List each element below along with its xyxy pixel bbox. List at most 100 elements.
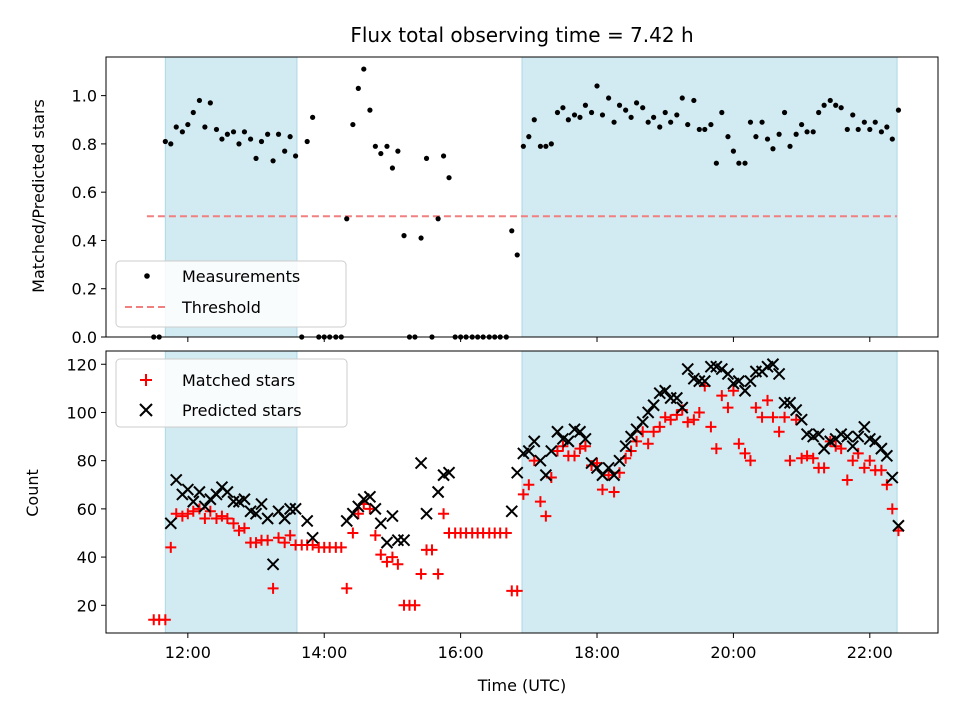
bottom-point-0-21 — [267, 582, 279, 594]
top-point-0-14 — [230, 129, 237, 135]
top-point-0-107 — [759, 119, 765, 125]
bottom-point-0-115 — [801, 450, 813, 462]
bottom-point-1-71 — [676, 401, 689, 414]
bottom-point-1-45 — [528, 435, 541, 448]
bottom-point-0-92 — [671, 409, 683, 421]
bottom-point-1-68 — [659, 384, 672, 397]
bottom-point-1-107 — [880, 449, 894, 463]
bottom-point-0-124 — [852, 447, 864, 459]
top-point-0-18 — [253, 155, 259, 161]
bottom-point-0-16 — [238, 522, 250, 534]
bottom-point-1-37 — [420, 507, 433, 520]
top-shaded-interval-1 — [521, 56, 898, 338]
top-point-0-9 — [202, 124, 208, 130]
bottom-point-0-65 — [517, 488, 529, 500]
bottom-point-0-23 — [279, 537, 291, 549]
bottom-point-1-3 — [181, 483, 195, 496]
bottom-point-0-12 — [216, 510, 228, 522]
bottom-point-1-49 — [551, 425, 564, 438]
top-point-0-72 — [560, 105, 566, 111]
top-point-0-67 — [531, 117, 537, 123]
bottom-point-1-18 — [266, 558, 280, 571]
bottom-legend: Matched stars Predicted stars — [115, 358, 348, 428]
top-point-0-6 — [185, 121, 191, 128]
top-point-0-70 — [548, 141, 554, 147]
top-point-0-28 — [310, 114, 316, 120]
top-point-0-13 — [224, 131, 230, 137]
bottom-point-0-33 — [335, 541, 347, 553]
top-point-0-20 — [265, 131, 271, 137]
top-legend-box — [115, 260, 347, 328]
top-point-0-89 — [657, 124, 663, 130]
bottom-point-0-110 — [773, 426, 785, 438]
bottom-point-0-104 — [739, 447, 751, 459]
bottom-point-1-62 — [624, 430, 638, 443]
bottom-point-1-64 — [636, 415, 649, 429]
bottom-y-tick-label-2: 60 — [77, 500, 97, 519]
top-point-0-75 — [577, 114, 583, 120]
top-point-0-120 — [833, 102, 839, 108]
bottom-axes-frame — [105, 350, 939, 634]
bottom-point-1-101 — [846, 439, 859, 453]
bottom-point-1-24 — [306, 531, 319, 545]
top-point-0-38 — [367, 107, 373, 113]
bottom-point-1-61 — [619, 439, 632, 453]
bottom-point-0-89 — [654, 421, 666, 433]
top-point-0-74 — [571, 112, 578, 118]
bottom-point-0-35 — [347, 527, 359, 539]
top-y-tick-label-1: 0.2 — [72, 280, 97, 299]
bottom-point-0-66 — [523, 479, 535, 491]
top-point-0-91 — [668, 119, 674, 125]
bottom-point-1-36 — [414, 456, 428, 470]
bottom-point-0-103 — [733, 438, 745, 450]
bottom-point-1-11 — [227, 495, 240, 508]
bottom-point-1-23 — [300, 514, 314, 528]
bottom-point-0-74 — [569, 450, 581, 462]
top-point-0-99 — [713, 160, 719, 166]
top-point-0-65 — [520, 143, 526, 149]
bottom-point-0-99 — [710, 443, 722, 455]
bottom-point-1-70 — [670, 391, 684, 405]
bottom-point-0-68 — [534, 496, 546, 508]
bottom-point-1-59 — [607, 468, 621, 482]
top-point-0-16 — [241, 129, 248, 135]
bottom-point-0-130 — [886, 503, 898, 515]
bottom-point-0-9 — [199, 513, 211, 525]
bottom-point-0-24 — [284, 529, 296, 541]
top-point-0-101 — [725, 134, 731, 140]
top-point-0-115 — [804, 129, 810, 135]
bottom-point-0-87 — [642, 438, 654, 450]
bottom-x-tick-label-5: 22:00 — [847, 643, 893, 662]
legend-matched-stars-marker — [140, 374, 152, 386]
top-point-0-24 — [287, 134, 293, 140]
bottom-point-1-89 — [778, 396, 791, 410]
top-point-0-50 — [435, 216, 441, 222]
bottom-point-0-75 — [574, 443, 586, 455]
top-point-0-90 — [662, 109, 668, 116]
bottom-point-1-1 — [170, 473, 183, 487]
bottom-point-1-108 — [886, 471, 899, 484]
top-point-0-80 — [606, 95, 612, 101]
bottom-point-1-82 — [738, 384, 752, 397]
bottom-point-0-46 — [409, 599, 421, 611]
bottom-point-0-107 — [756, 411, 768, 423]
top-point-0-121 — [838, 105, 844, 111]
bottom-point-0-14 — [228, 517, 240, 529]
top-point-0-12 — [219, 136, 225, 142]
bottom-point-0-108 — [762, 394, 774, 406]
bottom-point-0-43 — [392, 558, 404, 570]
bottom-point-0-109 — [767, 411, 779, 423]
legend-predicted-stars-marker — [139, 403, 153, 417]
bottom-point-1-81 — [732, 374, 746, 388]
legend-matched-stars-label: Matched stars — [182, 371, 295, 390]
x-axis-label: Time (UTC) — [477, 676, 566, 695]
bottom-point-0-112 — [784, 455, 796, 467]
top-point-0-129 — [884, 124, 890, 130]
top-point-0-97 — [702, 126, 708, 133]
bottom-x-tick-label-1: 14:00 — [301, 643, 347, 662]
bottom-point-0-100 — [716, 390, 728, 402]
bottom-y-tick-label-4: 100 — [66, 403, 97, 422]
top-point-0-84 — [628, 114, 634, 120]
top-point-0-43 — [395, 148, 401, 154]
bottom-point-0-4 — [170, 508, 182, 520]
